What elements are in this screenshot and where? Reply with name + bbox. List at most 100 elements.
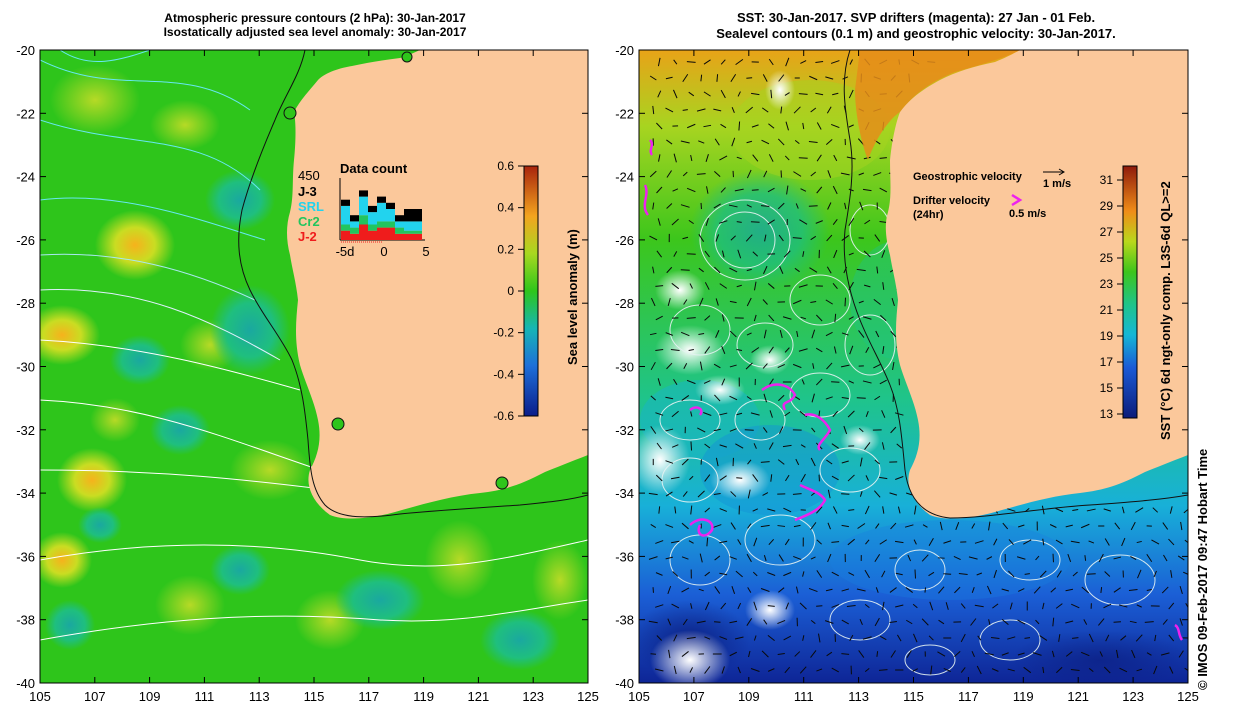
velocity-arrow (1055, 603, 1063, 609)
velocity-arrow (715, 234, 720, 242)
velocity-arrow (894, 540, 904, 544)
left-lat-label: -26 (16, 233, 35, 248)
velocity-arrow (938, 586, 945, 594)
velocity-arrow (810, 522, 817, 530)
velocity-arrow (688, 219, 694, 225)
velocity-arrow (905, 587, 913, 593)
velocity-arrow (746, 204, 752, 208)
velocity-arrow (795, 203, 799, 209)
velocity-arrow (703, 380, 711, 384)
velocity-arrow (719, 283, 728, 289)
velocity-arrow (960, 667, 966, 673)
velocity-arrow (986, 585, 992, 595)
sla-colorbar-tick-label: 0 (507, 284, 514, 298)
velocity-arrow (832, 219, 838, 225)
velocity-arrow (795, 586, 799, 594)
velocity-arrow (730, 491, 737, 497)
right-lon-label: 117 (958, 689, 979, 704)
velocity-arrow (763, 265, 768, 275)
velocity-arrow (761, 650, 769, 658)
velocity-arrow (889, 620, 897, 624)
velocity-arrow (890, 426, 897, 434)
velocity-arrow (783, 250, 791, 258)
velocity-arrow (768, 123, 775, 129)
left-lon-label: 117 (358, 689, 379, 704)
right-lat-label: -34 (615, 486, 634, 501)
velocity-arrow (1055, 507, 1064, 513)
velocity-arrow (921, 618, 929, 626)
velocity-arrow (760, 524, 770, 528)
velocity-arrow (686, 317, 696, 319)
velocity-arrow (767, 634, 775, 642)
velocity-arrow (906, 492, 913, 496)
velocity-arrow (810, 107, 817, 113)
velocity-arrow (768, 346, 774, 354)
velocity-arrow (879, 221, 888, 223)
velocity-arrow (846, 605, 856, 607)
velocity-arrow (713, 621, 721, 623)
velocity-arrow (825, 138, 833, 146)
velocity-arrow (922, 524, 928, 528)
velocity-arrow (752, 571, 758, 577)
velocity-arrow (879, 379, 887, 385)
velocity-arrow (1163, 554, 1168, 562)
velocity-arrow (716, 74, 719, 82)
left-lon-label: 121 (468, 689, 490, 704)
velocity-arrow (681, 458, 689, 466)
velocity-arrow (784, 347, 790, 353)
velocity-arrow (1008, 570, 1015, 578)
velocity-arrow (698, 234, 705, 242)
velocity-arrow (768, 442, 774, 450)
data-count-bar-segment (404, 209, 413, 222)
velocity-arrow (719, 155, 728, 161)
data-count-bar-segment (413, 233, 422, 240)
right-lon-label: 105 (628, 689, 650, 704)
velocity-arrow (953, 555, 961, 561)
velocity-arrow (670, 476, 680, 480)
left-title-line2: Isostatically adjusted sea level anomaly… (163, 25, 467, 39)
velocity-arrow (958, 572, 968, 576)
sla-colorbar-tick-label: 0.2 (497, 242, 514, 256)
velocity-arrow (896, 443, 903, 449)
velocity-arrow (864, 442, 871, 450)
velocity-arrow (873, 490, 881, 498)
velocity-arrow (976, 572, 983, 576)
velocity-arrow (844, 297, 847, 307)
velocity-arrow (784, 666, 791, 674)
velocity-arrow (874, 234, 881, 242)
velocity-arrow (879, 635, 887, 641)
velocity-arrow (689, 667, 694, 673)
right-lat-label: -28 (615, 296, 634, 311)
velocity-arrow (704, 601, 710, 611)
velocity-arrow (914, 505, 917, 515)
velocity-arrow (736, 349, 743, 351)
velocity-arrow (863, 284, 871, 288)
velocity-arrow (894, 412, 904, 416)
velocity-arrow (762, 299, 768, 305)
velocity-arrow (690, 441, 693, 451)
velocity-arrow (784, 92, 790, 96)
velocity-arrow (794, 267, 800, 273)
velocity-arrow (930, 665, 933, 675)
velocity-arrow (938, 619, 945, 625)
legend-geostrophic-label: Geostrophic velocity (913, 171, 1023, 183)
velocity-arrow (761, 205, 770, 207)
velocity-arrow (713, 428, 721, 432)
velocity-arrow (895, 476, 904, 480)
velocity-arrow (792, 237, 802, 239)
velocity-arrow (874, 553, 881, 563)
velocity-arrow (649, 75, 657, 81)
data-count-bar-segment (350, 215, 359, 222)
velocity-arrow (1039, 570, 1047, 578)
velocity-arrow (889, 492, 898, 496)
velocity-arrow (1183, 508, 1188, 514)
velocity-arrow (721, 314, 725, 322)
right-australia-land (885, 50, 1188, 519)
velocity-arrow (799, 219, 808, 225)
data-count-bar-segment (386, 227, 395, 240)
velocity-arrow (1008, 539, 1014, 545)
velocity-arrow (785, 121, 789, 131)
velocity-arrow (737, 539, 742, 545)
velocity-arrow (825, 76, 834, 80)
velocity-arrow (648, 492, 658, 496)
